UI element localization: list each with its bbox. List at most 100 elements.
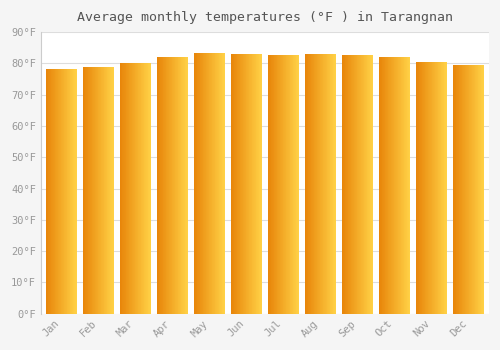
Bar: [137, 63, 138, 314]
Bar: [399, 57, 400, 314]
Bar: [478, 65, 479, 314]
Bar: [176, 57, 177, 314]
Bar: [205, 52, 206, 314]
Bar: [182, 57, 183, 314]
Bar: [207, 52, 208, 314]
Bar: [440, 62, 442, 314]
Bar: [196, 52, 198, 314]
Bar: [106, 66, 108, 314]
Bar: [307, 54, 308, 314]
Bar: [295, 55, 296, 314]
Bar: [428, 62, 429, 314]
Bar: [329, 54, 330, 314]
Bar: [467, 65, 468, 314]
Bar: [455, 65, 456, 314]
Bar: [70, 69, 71, 314]
Bar: [318, 54, 319, 314]
Bar: [424, 62, 426, 314]
Bar: [320, 54, 321, 314]
Bar: [53, 69, 54, 314]
Bar: [316, 54, 318, 314]
Bar: [104, 66, 105, 314]
Bar: [352, 55, 353, 314]
Bar: [355, 55, 356, 314]
Bar: [405, 57, 406, 314]
Bar: [212, 52, 213, 314]
Bar: [208, 52, 210, 314]
Bar: [354, 55, 355, 314]
Bar: [74, 69, 75, 314]
Bar: [71, 69, 72, 314]
Bar: [90, 66, 91, 314]
Bar: [268, 55, 298, 314]
Bar: [387, 57, 388, 314]
Bar: [89, 66, 90, 314]
Bar: [416, 62, 417, 314]
Bar: [246, 54, 247, 314]
Bar: [136, 63, 137, 314]
Bar: [251, 54, 252, 314]
Bar: [356, 55, 358, 314]
Bar: [102, 66, 103, 314]
Bar: [422, 62, 423, 314]
Bar: [201, 52, 202, 314]
Bar: [255, 54, 256, 314]
Bar: [72, 69, 74, 314]
Bar: [471, 65, 472, 314]
Bar: [88, 66, 89, 314]
Bar: [183, 57, 184, 314]
Bar: [421, 62, 422, 314]
Bar: [380, 57, 381, 314]
Bar: [134, 63, 136, 314]
Bar: [396, 57, 397, 314]
Bar: [457, 65, 458, 314]
Bar: [276, 55, 278, 314]
Bar: [121, 63, 122, 314]
Bar: [437, 62, 438, 314]
Bar: [480, 65, 482, 314]
Bar: [103, 66, 104, 314]
Bar: [474, 65, 476, 314]
Bar: [371, 55, 372, 314]
Bar: [171, 57, 172, 314]
Bar: [127, 63, 128, 314]
Bar: [260, 54, 261, 314]
Bar: [438, 62, 439, 314]
Bar: [290, 55, 291, 314]
Bar: [284, 55, 285, 314]
Bar: [235, 54, 236, 314]
Bar: [240, 54, 241, 314]
Bar: [57, 69, 58, 314]
Bar: [443, 62, 444, 314]
Bar: [198, 52, 199, 314]
Bar: [220, 52, 221, 314]
Bar: [231, 54, 262, 314]
Bar: [272, 55, 273, 314]
Bar: [306, 54, 307, 314]
Bar: [49, 69, 50, 314]
Bar: [402, 57, 403, 314]
Bar: [314, 54, 315, 314]
Bar: [195, 52, 196, 314]
Bar: [93, 66, 94, 314]
Bar: [363, 55, 364, 314]
Bar: [434, 62, 436, 314]
Bar: [454, 65, 484, 314]
Bar: [206, 52, 207, 314]
Bar: [231, 54, 232, 314]
Bar: [346, 55, 347, 314]
Bar: [322, 54, 324, 314]
Bar: [286, 55, 287, 314]
Bar: [241, 54, 242, 314]
Bar: [177, 57, 178, 314]
Bar: [466, 65, 467, 314]
Bar: [315, 54, 316, 314]
Bar: [66, 69, 68, 314]
Bar: [444, 62, 445, 314]
Bar: [279, 55, 280, 314]
Bar: [234, 54, 235, 314]
Bar: [187, 57, 188, 314]
Bar: [194, 52, 195, 314]
Bar: [62, 69, 63, 314]
Bar: [84, 66, 86, 314]
